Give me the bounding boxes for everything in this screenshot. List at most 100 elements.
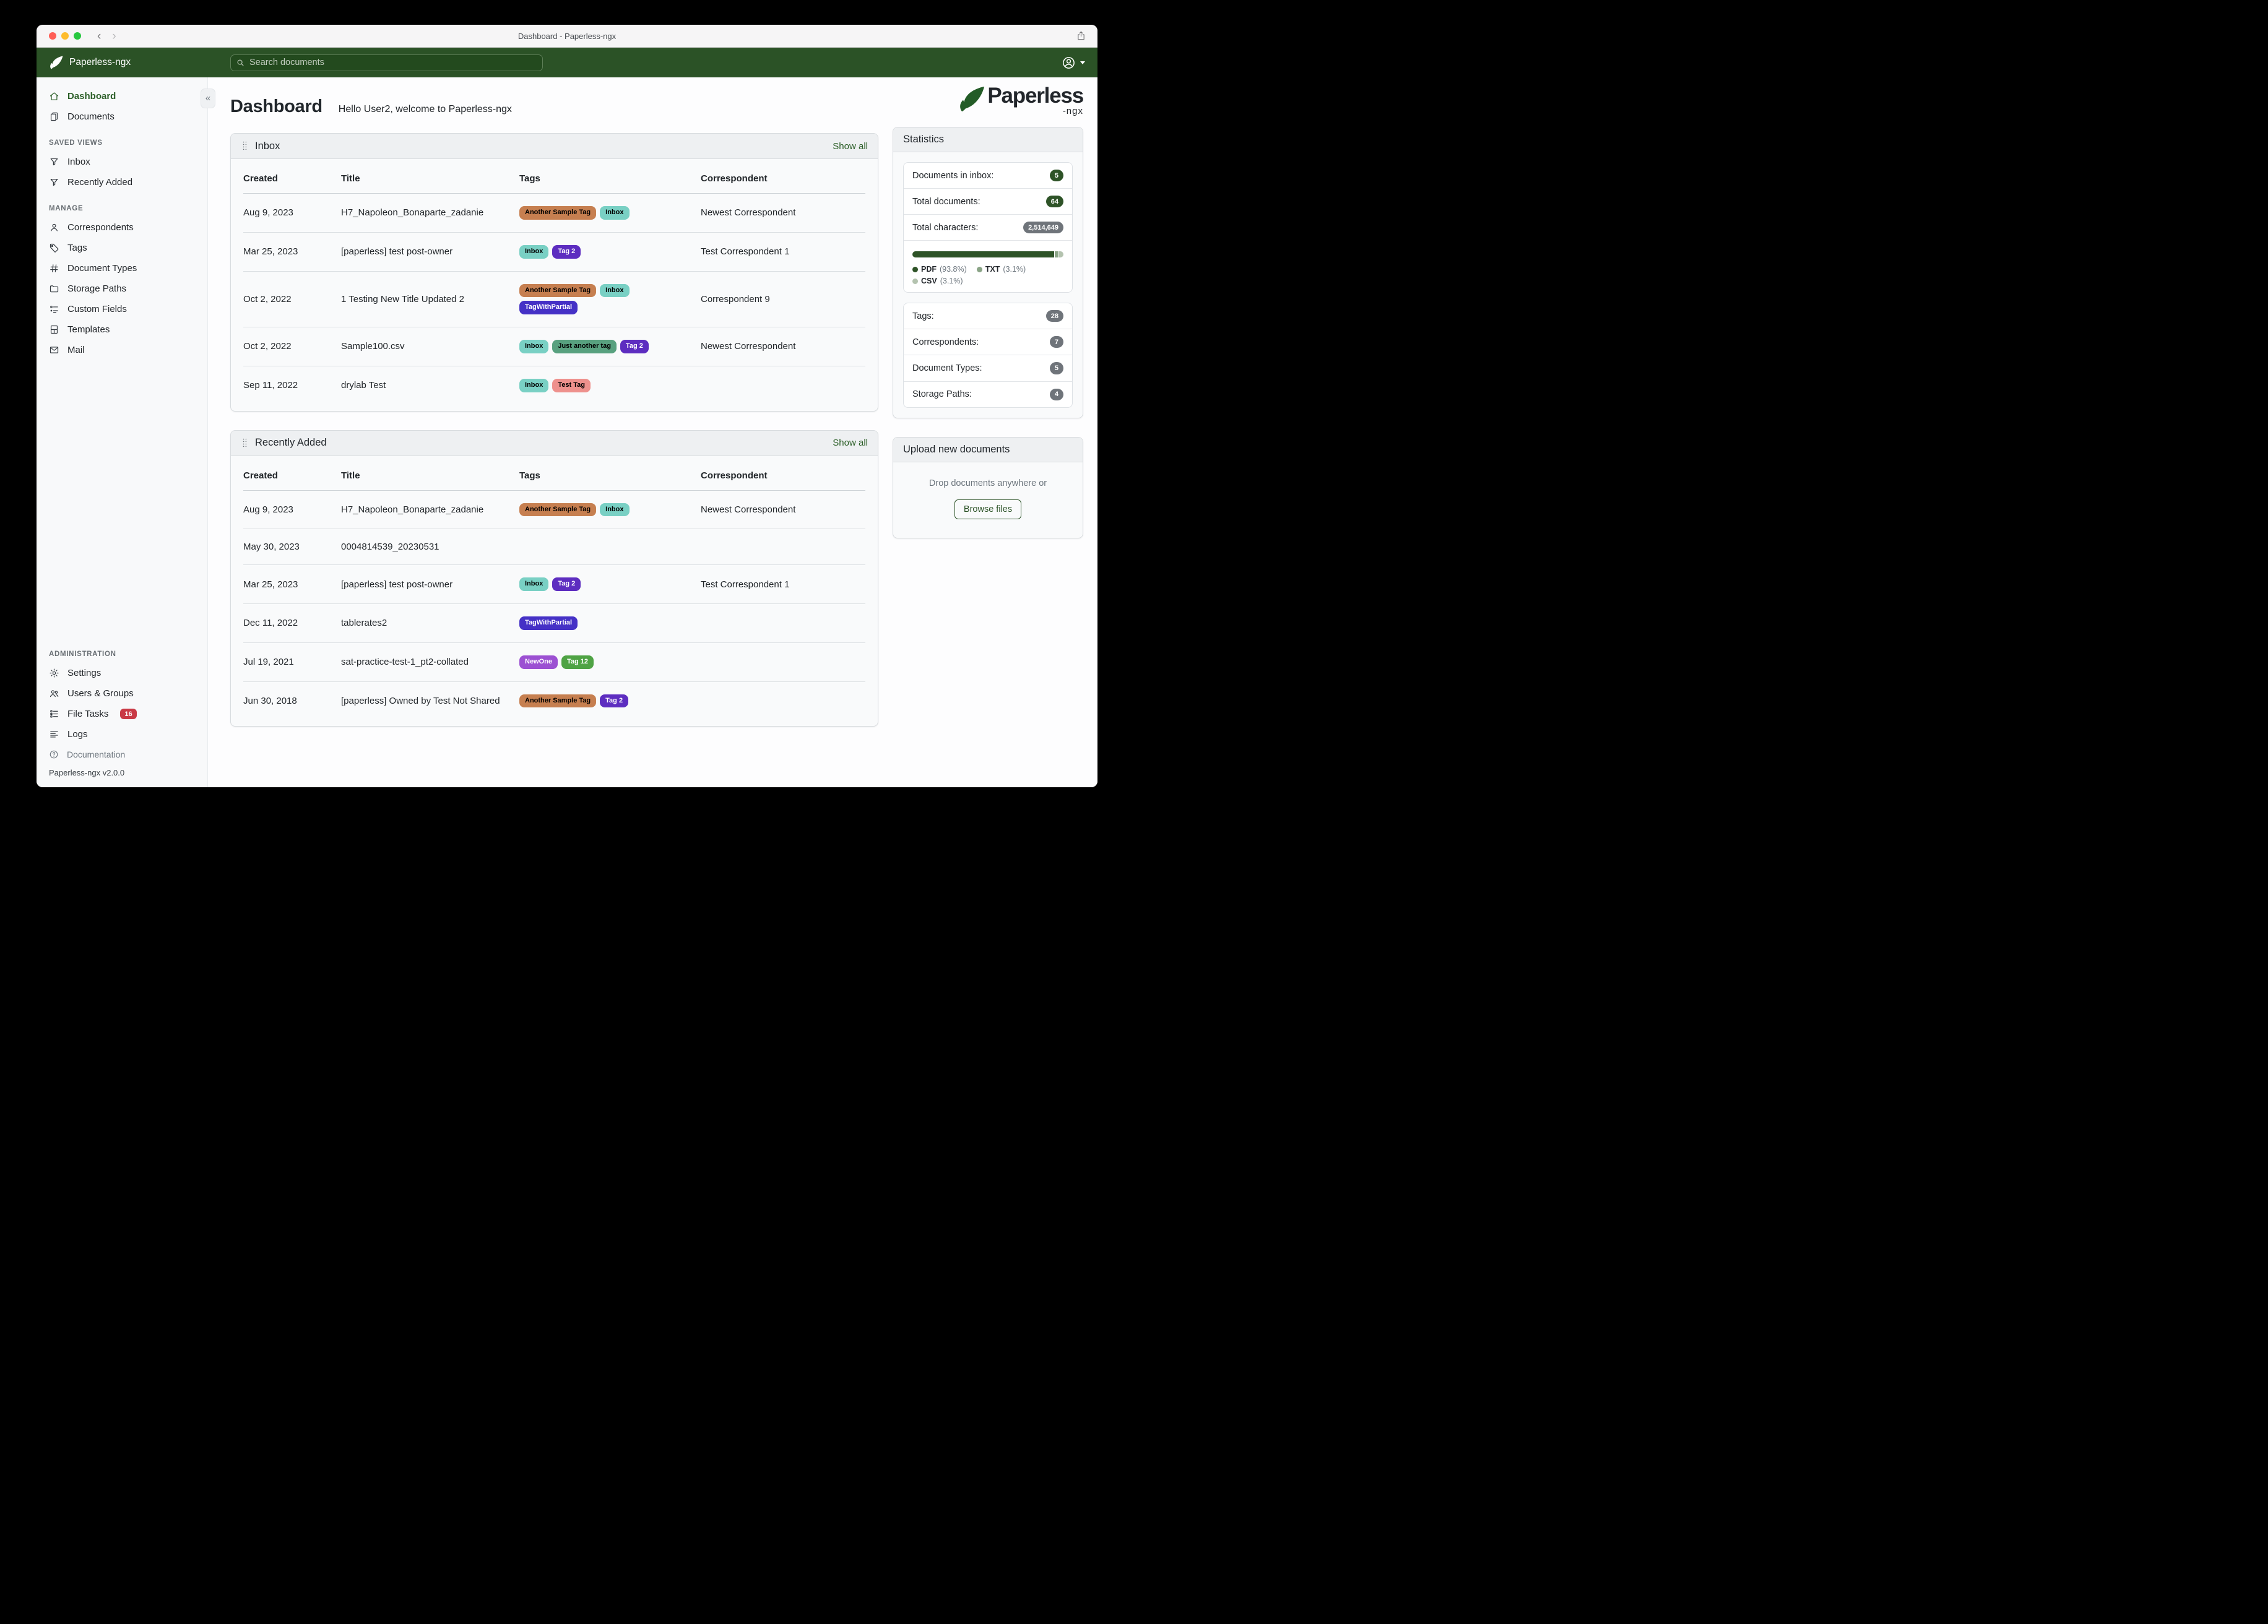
document-row[interactable]: May 30, 2023 0004814539_20230531 — [243, 529, 865, 566]
tag-inbox[interactable]: Inbox — [519, 378, 549, 392]
tag-inbox[interactable]: Inbox — [600, 283, 630, 298]
mail-icon — [49, 345, 59, 355]
sidebar-item-file-tasks[interactable]: File Tasks 16 — [37, 704, 207, 724]
share-icon[interactable] — [1076, 30, 1086, 41]
brand-label: Paperless-ngx — [69, 57, 131, 67]
cell-created: Oct 2, 2022 — [243, 271, 341, 327]
cell-correspondent: Newest Correspondent — [701, 490, 865, 530]
document-row[interactable]: Jul 19, 2021 sat-practice-test-1_pt2-coll… — [243, 642, 865, 682]
sidebar-item-label: Mail — [67, 345, 85, 355]
tag-another-sample-tag[interactable]: Another Sample Tag — [519, 694, 597, 708]
sidebar-item-label: Settings — [67, 668, 102, 678]
textleft-icon — [49, 729, 59, 740]
file-tasks-count-badge: 16 — [120, 709, 137, 719]
cell-title: tablerates2 — [341, 603, 519, 643]
cell-correspondent — [701, 529, 865, 566]
tag-tag-2[interactable]: Tag 2 — [552, 244, 581, 259]
document-row[interactable]: Oct 2, 2022 1 Testing New Title Updated 2… — [243, 271, 865, 327]
sidebar-collapse-button[interactable]: « — [201, 89, 215, 108]
sidebar-item-documents[interactable]: Documents — [37, 106, 207, 127]
cell-created: Oct 2, 2022 — [243, 327, 341, 366]
upload-dropzone[interactable]: Drop documents anywhere or Browse files — [893, 462, 1083, 538]
sidebar-item-mail[interactable]: Mail — [37, 340, 207, 360]
sidebar-item-users-groups[interactable]: Users & Groups — [37, 683, 207, 704]
app-body: Dashboard Documents SAVED VIEWS Inbox Recent… — [37, 77, 1097, 787]
history-back-icon[interactable]: ‹ — [97, 29, 102, 43]
document-row[interactable]: Aug 9, 2023 H7_Napoleon_Bonaparte_zadanie… — [243, 193, 865, 233]
tag-tag-2[interactable]: Tag 2 — [620, 340, 649, 353]
sidebar-item-recently-added[interactable]: Recently Added — [37, 172, 207, 192]
column-header-tags: Tags — [519, 459, 701, 491]
traffic-lights — [49, 32, 81, 40]
tag-tagwithpartial[interactable]: TagWithPartial — [519, 301, 578, 314]
documents-table: Created Title Tags Correspondent Aug 9, 202… — [243, 459, 865, 720]
zoom-button[interactable] — [74, 32, 81, 40]
show-all-link[interactable]: Show all — [833, 140, 868, 152]
brand[interactable]: Paperless-ngx — [49, 55, 208, 70]
tag-tag-12[interactable]: Tag 12 — [561, 655, 594, 669]
sidebar-item-document-types[interactable]: Document Types — [37, 258, 207, 279]
count-value-badge: 28 — [1045, 310, 1063, 322]
sidebar-item-custom-fields[interactable]: Custom Fields — [37, 299, 207, 319]
history-forward-icon[interactable]: › — [112, 29, 116, 43]
drag-handle-icon[interactable] — [241, 437, 249, 449]
sidebar-item-label: Dashboard — [67, 91, 116, 102]
document-row[interactable]: Aug 9, 2023 H7_Napoleon_Bonaparte_zadanie… — [243, 490, 865, 530]
files-icon — [49, 111, 59, 122]
stat-row-documents-in-inbox: Documents in inbox: 5 — [904, 163, 1072, 189]
folder-icon — [49, 283, 59, 294]
sidebar-item-logs[interactable]: Logs — [37, 724, 207, 745]
drag-handle-icon[interactable] — [241, 140, 249, 152]
sidebar-item-tags[interactable]: Tags — [37, 238, 207, 258]
column-header-created: Created — [243, 459, 341, 491]
document-row[interactable]: Oct 2, 2022 Sample100.csv Inbox Just anothe… — [243, 327, 865, 366]
sidebar-item-correspondents[interactable]: Correspondents — [37, 217, 207, 238]
card-title: Upload new documents — [903, 443, 1010, 455]
listtask-icon — [49, 709, 59, 719]
counts-list: Tags: 28 Correspondents: 7 Document Types: 5 S… — [903, 303, 1073, 408]
document-row[interactable]: Sep 11, 2022 drylab Test Inbox Test Tag — [243, 366, 865, 404]
sidebar-section-label: SAVED VIEWS — [49, 139, 103, 147]
tag-inbox[interactable]: Inbox — [600, 206, 630, 220]
cell-title: [paperless] test post-owner — [341, 232, 519, 272]
stat-row-total-documents: Total documents: 64 — [904, 189, 1072, 215]
cell-created: Sep 11, 2022 — [243, 380, 298, 391]
tag-tagwithpartial[interactable]: TagWithPartial — [519, 616, 578, 630]
document-row[interactable]: Mar 25, 2023 [paperless] test post-owner I… — [243, 564, 865, 604]
tag-newone[interactable]: NewOne — [519, 655, 558, 669]
stat-row-total-characters: Total characters: 2,514,649 — [904, 215, 1072, 241]
sidebar-item-dashboard[interactable]: Dashboard — [37, 86, 207, 106]
sidebar-item-documentation[interactable]: Documentation — [37, 745, 207, 764]
column-header-correspondent: Correspondent — [701, 459, 865, 491]
tag-test-tag[interactable]: Test Tag — [552, 378, 591, 392]
tag-tag-2[interactable]: Tag 2 — [600, 694, 629, 708]
minimize-button[interactable] — [61, 32, 69, 40]
user-menu[interactable] — [1062, 56, 1085, 70]
show-all-link[interactable]: Show all — [833, 438, 868, 448]
card-title: Statistics — [903, 134, 945, 145]
tag-tag-2[interactable]: Tag 2 — [552, 577, 581, 591]
document-row[interactable]: Dec 11, 2022 tablerates2 TagWithPartial — [243, 603, 865, 643]
document-row[interactable]: Mar 25, 2023 [paperless] test post-owner I… — [243, 232, 865, 272]
search-input[interactable] — [230, 54, 543, 71]
app-window: ‹ › Dashboard - Paperless-ngx Paperless-… — [37, 25, 1097, 787]
bar-segment-pdf — [912, 251, 1054, 258]
tag-just-another-tag[interactable]: Just another tag — [552, 340, 617, 353]
tag-another-sample-tag[interactable]: Another Sample Tag — [519, 503, 597, 517]
document-row[interactable]: Jun 30, 2018 [paperless] Owned by Test No… — [243, 681, 865, 720]
browse-files-button[interactable]: Browse files — [954, 499, 1022, 519]
cell-tags: NewOne Tag 12 — [519, 642, 701, 682]
tag-inbox[interactable]: Inbox — [519, 340, 549, 353]
sidebar-item-templates[interactable]: Templates — [37, 319, 207, 340]
sidebar-item-storage-paths[interactable]: Storage Paths — [37, 279, 207, 299]
card-title: Recently Added — [255, 437, 327, 448]
tag-another-sample-tag[interactable]: Another Sample Tag — [519, 283, 597, 298]
cell-title: H7_Napoleon_Bonaparte_zadanie — [341, 490, 519, 530]
sidebar-item-inbox[interactable]: Inbox — [37, 152, 207, 172]
tag-inbox[interactable]: Inbox — [519, 577, 549, 591]
sidebar-item-settings[interactable]: Settings — [37, 663, 207, 683]
close-button[interactable] — [49, 32, 56, 40]
tag-another-sample-tag[interactable]: Another Sample Tag — [519, 206, 597, 220]
tag-inbox[interactable]: Inbox — [519, 244, 549, 259]
tag-inbox[interactable]: Inbox — [600, 503, 630, 517]
